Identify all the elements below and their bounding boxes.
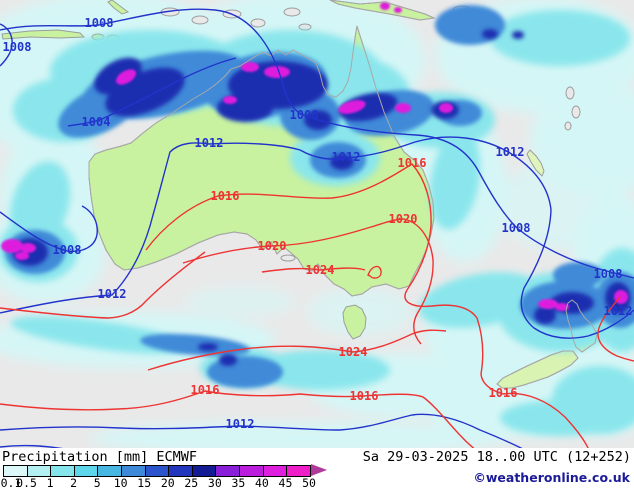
- scale-segment: [4, 466, 28, 476]
- isobars-high: [0, 163, 634, 448]
- isobar-label-1008: 1008: [85, 16, 114, 30]
- isobar-nz-east: [597, 296, 634, 362]
- isobar-label-1024: 1024: [306, 263, 335, 277]
- scale-tick: 40: [255, 476, 269, 490]
- isobar-label-1012: 1012: [332, 150, 361, 164]
- isobar-label-1012: 1012: [195, 136, 224, 150]
- isobar-1012-long: [0, 136, 634, 339]
- scale-tick: 50: [302, 476, 316, 490]
- isobar-label-1020: 1020: [389, 212, 418, 226]
- scale-segment: [74, 466, 99, 476]
- scale-tick: 20: [160, 476, 175, 490]
- isobar-squiggle: [367, 265, 382, 279]
- scale-tick: 25: [184, 476, 199, 490]
- precip-extreme-layer: [1, 2, 628, 311]
- scale-segment: [287, 466, 310, 476]
- isobar-label-1016: 1016: [398, 156, 427, 170]
- forecast-timestamp: Sa 29-03-2025 18..00 UTC (12+252): [362, 449, 631, 465]
- scale-segment: [216, 466, 241, 476]
- scale-tick: 0.5: [16, 476, 37, 490]
- scale-segment: [192, 466, 217, 476]
- scale-ticks: 0.1 0.5 1 2 5 10 15 20 25 30 35 40 45 50: [0, 476, 340, 490]
- isobar-1008-north: [0, 8, 634, 279]
- scale-tick: 15: [137, 476, 152, 490]
- legend-bar: Precipitation [mm] ECMWF Sa 29-03-2025 1…: [0, 448, 634, 490]
- isobar-label-1008: 1008: [53, 243, 82, 257]
- tasmania: [342, 304, 367, 340]
- isobar-1024-inner: [261, 267, 366, 273]
- isobar-label-1024: 1024: [339, 345, 368, 359]
- precip-scale: [3, 465, 311, 477]
- isobar-label-1012: 1012: [98, 287, 127, 301]
- isobar-label-1008: 1008: [3, 40, 32, 54]
- isobar-1008-sw-low: [0, 205, 98, 252]
- scale-tick: 35: [231, 476, 246, 490]
- isobar-label-1008: 1008: [290, 108, 319, 122]
- isobar-label-1016: 1016: [489, 386, 518, 400]
- scale-segment: [98, 466, 123, 476]
- scale-segment: [145, 466, 170, 476]
- scale-segment: [169, 466, 193, 476]
- scale-tick: 0.1: [0, 476, 22, 490]
- isobar-label-1012: 1012: [604, 304, 633, 318]
- isobar-label-1016: 1016: [350, 389, 379, 403]
- scale-segment: [27, 466, 52, 476]
- scale-tick: 10: [113, 476, 128, 490]
- isobar-label-1020: 1020: [258, 239, 287, 253]
- isobar-label-1012: 1012: [496, 145, 525, 159]
- isobar-label-1016: 1016: [211, 189, 240, 203]
- scale-tick: 30: [207, 476, 222, 490]
- legend-title: Precipitation [mm] ECMWF: [2, 449, 198, 465]
- isobar-1008-left-edge: [0, 23, 13, 67]
- isobar-label-1008: 1008: [502, 221, 531, 235]
- isobar-label-1016: 1016: [191, 383, 220, 397]
- isobar-label-1008: 1008: [594, 267, 623, 281]
- isobar-1012-south: [0, 413, 523, 448]
- scale-segment: [263, 466, 288, 476]
- isobar-1016-bottom: [0, 390, 475, 448]
- scale-overflow-arrow: [311, 464, 327, 476]
- isobar-1016-loop: [145, 163, 589, 448]
- scale-tick: 2: [70, 476, 78, 490]
- new-caledonia: [526, 149, 545, 177]
- precipitation-map: 1008 1008 1004 1012 1008 1012 1012 1008 1012 1008…: [0, 0, 634, 448]
- scale-segment: [122, 466, 146, 476]
- scale-tick: 1: [46, 476, 54, 490]
- isobar-sw-diagonal: [0, 251, 206, 319]
- copyright: ©weatheronline.co.uk: [473, 470, 630, 485]
- sulawesi-arm: [107, 0, 130, 15]
- isobar-1024-south: [147, 329, 447, 371]
- isobar-1004: [67, 57, 237, 127]
- isobar-label-1004: 1004: [82, 115, 111, 129]
- isobar-labels: 1008 1008 1004 1012 1008 1012 1012 1008 1012 1008…: [3, 16, 633, 431]
- isobar-1020: [182, 218, 434, 345]
- scale-tick: 5: [93, 476, 101, 490]
- isobar-bottom-corner: [0, 444, 63, 448]
- scale-tick: 45: [278, 476, 293, 490]
- scale-segment: [51, 466, 75, 476]
- isobar-label-1012: 1012: [226, 417, 255, 431]
- isobars-low: [0, 8, 634, 448]
- scale-segment: [240, 466, 264, 476]
